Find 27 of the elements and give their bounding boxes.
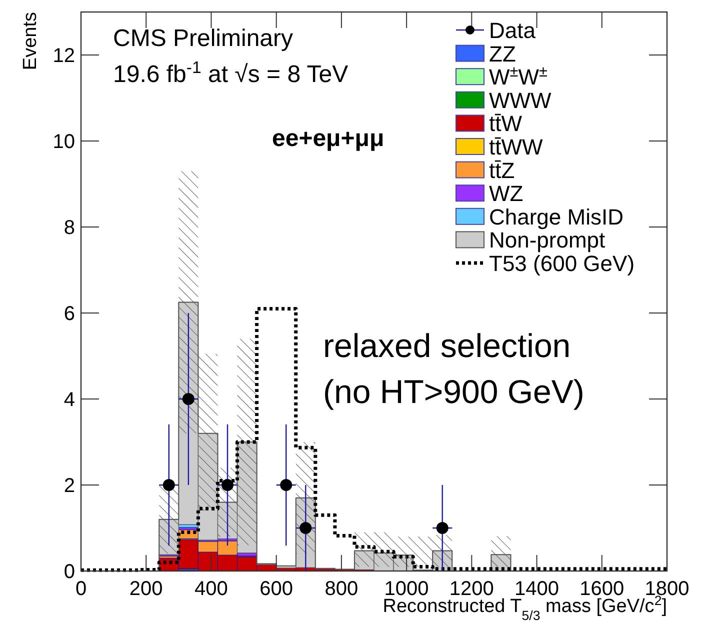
y-tick-label: 8 [64,217,75,239]
y-tick-label: 0 [64,561,75,583]
legend-label: WWW [489,88,552,113]
y-tick-label: 6 [64,303,75,325]
annotation: ee+eμ+μμ [272,125,384,152]
legend-label: tt̄W [489,111,522,136]
legend-label: tt̄Z [489,158,515,183]
x-tick-label: 1200 [449,578,494,600]
y-tick-label: 12 [52,45,75,67]
text: CMS Preliminary [113,25,294,52]
annotation: relaxed selection [323,327,571,364]
x-tick-label: 600 [260,578,294,600]
x-tick-label: 800 [324,578,358,600]
y-tick-label: 10 [52,131,75,153]
legend-label: Charge MisID [489,204,624,230]
y-tick-label: 4 [64,389,75,411]
x-tick-label: 1400 [514,578,560,600]
x-tick-label: 200 [129,578,163,600]
y-axis-title: Events [20,12,41,70]
legend-label: Data [489,18,536,43]
annotation: (no HT>900 GeV) [323,373,584,410]
legend-label: T53 (600 GeV) [489,251,635,276]
legend-label: WZ [489,181,524,206]
legend-label: tt̄WW [489,134,543,160]
annotation: 19.6 fb$^{-1}$ at √s = 8 TeV [113,58,348,88]
y-tick-label: 2 [64,475,75,497]
x-tick-label: 400 [194,578,228,600]
